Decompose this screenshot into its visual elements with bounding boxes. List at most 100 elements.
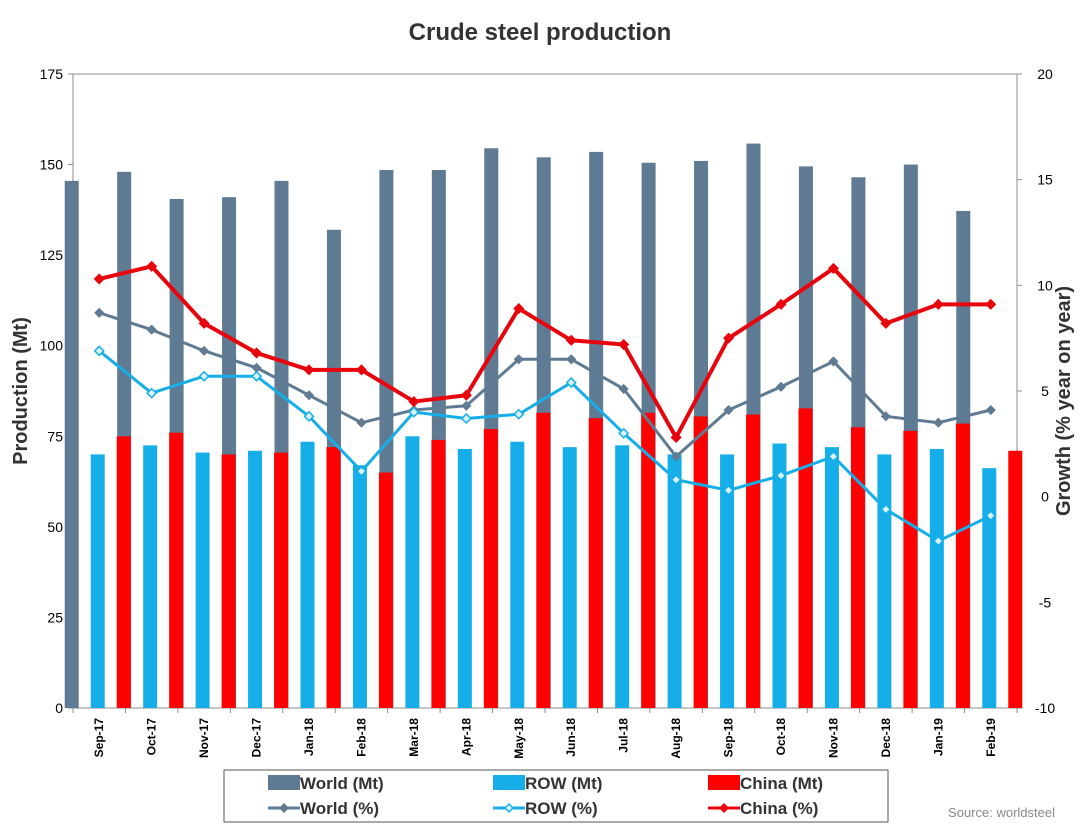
point-world [303,390,315,401]
point-world [618,383,629,394]
point-row [93,345,105,357]
x-tick-label: Sep-17 [92,718,106,758]
y2-axis-title: Growth (% year on year) [1053,286,1075,516]
x-tick-label: Jan-19 [931,718,945,756]
legend-swatch [268,775,300,790]
x-tick-label: Nov-18 [826,718,840,758]
legend-label: World (%) [300,799,379,818]
y2-tick-label: -10 [1035,700,1055,716]
bar-china [483,429,498,708]
point-world [146,324,157,335]
point-china [985,298,997,310]
legend-label: World (Mt) [300,774,384,793]
bar-row [720,454,735,708]
point-china [303,364,315,376]
legend-box [223,769,889,823]
bar-row [195,452,210,708]
bar-row [300,441,315,708]
x-tick-label: Mar-18 [407,718,421,757]
bar-china [746,414,761,708]
point-china [670,431,682,444]
point-row [146,387,158,399]
point-world [828,356,839,367]
bar-china [850,427,865,708]
bar-china [274,452,289,708]
point-row [408,406,420,418]
x-tick-label: Jan-18 [302,718,316,756]
point-china [408,396,420,408]
line-row [98,349,992,543]
x-tick-label: Apr-18 [459,718,473,756]
point-china [880,317,892,329]
y-tick-label: 0 [55,700,63,716]
point-world [199,345,210,356]
x-tick-label: Feb-18 [354,718,368,757]
bar-china [955,423,970,708]
bar-world [64,180,79,709]
x-tick-label: Feb-19 [984,718,998,757]
bar-row [457,448,472,708]
bar-row [929,448,944,708]
legend-marker [718,802,730,814]
y-tick-label: 75 [47,428,63,444]
x-tick-label: Oct-17 [145,718,159,756]
point-world [461,400,472,411]
point-row [303,410,315,422]
legend: World (Mt) ROW (Mt) China (Mt) World (%) ROW… [223,769,889,823]
bar-row [352,465,367,708]
legend-label: China (Mt) [740,774,823,793]
bar-china [378,472,393,708]
y2-tick-label: -5 [1039,594,1052,610]
source-note: Source: worldsteel [948,805,1055,820]
x-tick-label: Oct-18 [774,718,788,756]
point-china [198,317,210,329]
plot-area: 0 25 50 75 100 125 150 175 -10 -5 0 5 10 15 20 Producti… [10,66,1075,759]
point-row [722,484,735,496]
point-china [618,338,630,351]
bar-china [903,430,918,708]
point-world [775,381,787,392]
y-tick-label: 50 [47,519,63,535]
point-row [460,412,472,425]
point-china [93,273,105,285]
point-world [880,411,891,422]
point-world [513,354,524,365]
x-tick-label: Jun-18 [564,718,578,757]
bar-china [588,418,603,708]
y2-tick-label: 0 [1041,489,1049,505]
line-world [98,311,992,459]
bar-china [536,412,551,708]
bar-china [693,416,708,708]
bar-china [326,447,341,708]
point-china [355,364,368,376]
point-world [356,417,367,428]
y-tick-label: 25 [47,609,63,625]
y-tick-label: 175 [40,66,64,82]
point-china [932,298,944,310]
point-world [985,404,996,416]
bar-row [562,447,577,708]
x-tick-label: May-18 [512,718,526,759]
point-china [722,332,735,344]
y-tick-label: 100 [40,338,64,354]
bar-china [116,436,131,708]
bar-china [1008,450,1023,708]
y-tick-label: 125 [40,247,64,263]
point-row [618,427,630,439]
y2-tick-label: 15 [1037,172,1053,188]
point-world [566,354,577,365]
point-world [723,404,734,416]
point-row [985,510,997,522]
point-china [827,262,840,274]
point-row [827,450,840,463]
bar-row [405,436,420,708]
legend-marker [503,802,515,814]
point-row [932,535,944,547]
point-row [880,503,892,515]
bar-row [877,454,892,708]
chart-title: Crude steel production [409,19,672,46]
legend-swatch [708,775,740,790]
point-china [513,303,525,315]
